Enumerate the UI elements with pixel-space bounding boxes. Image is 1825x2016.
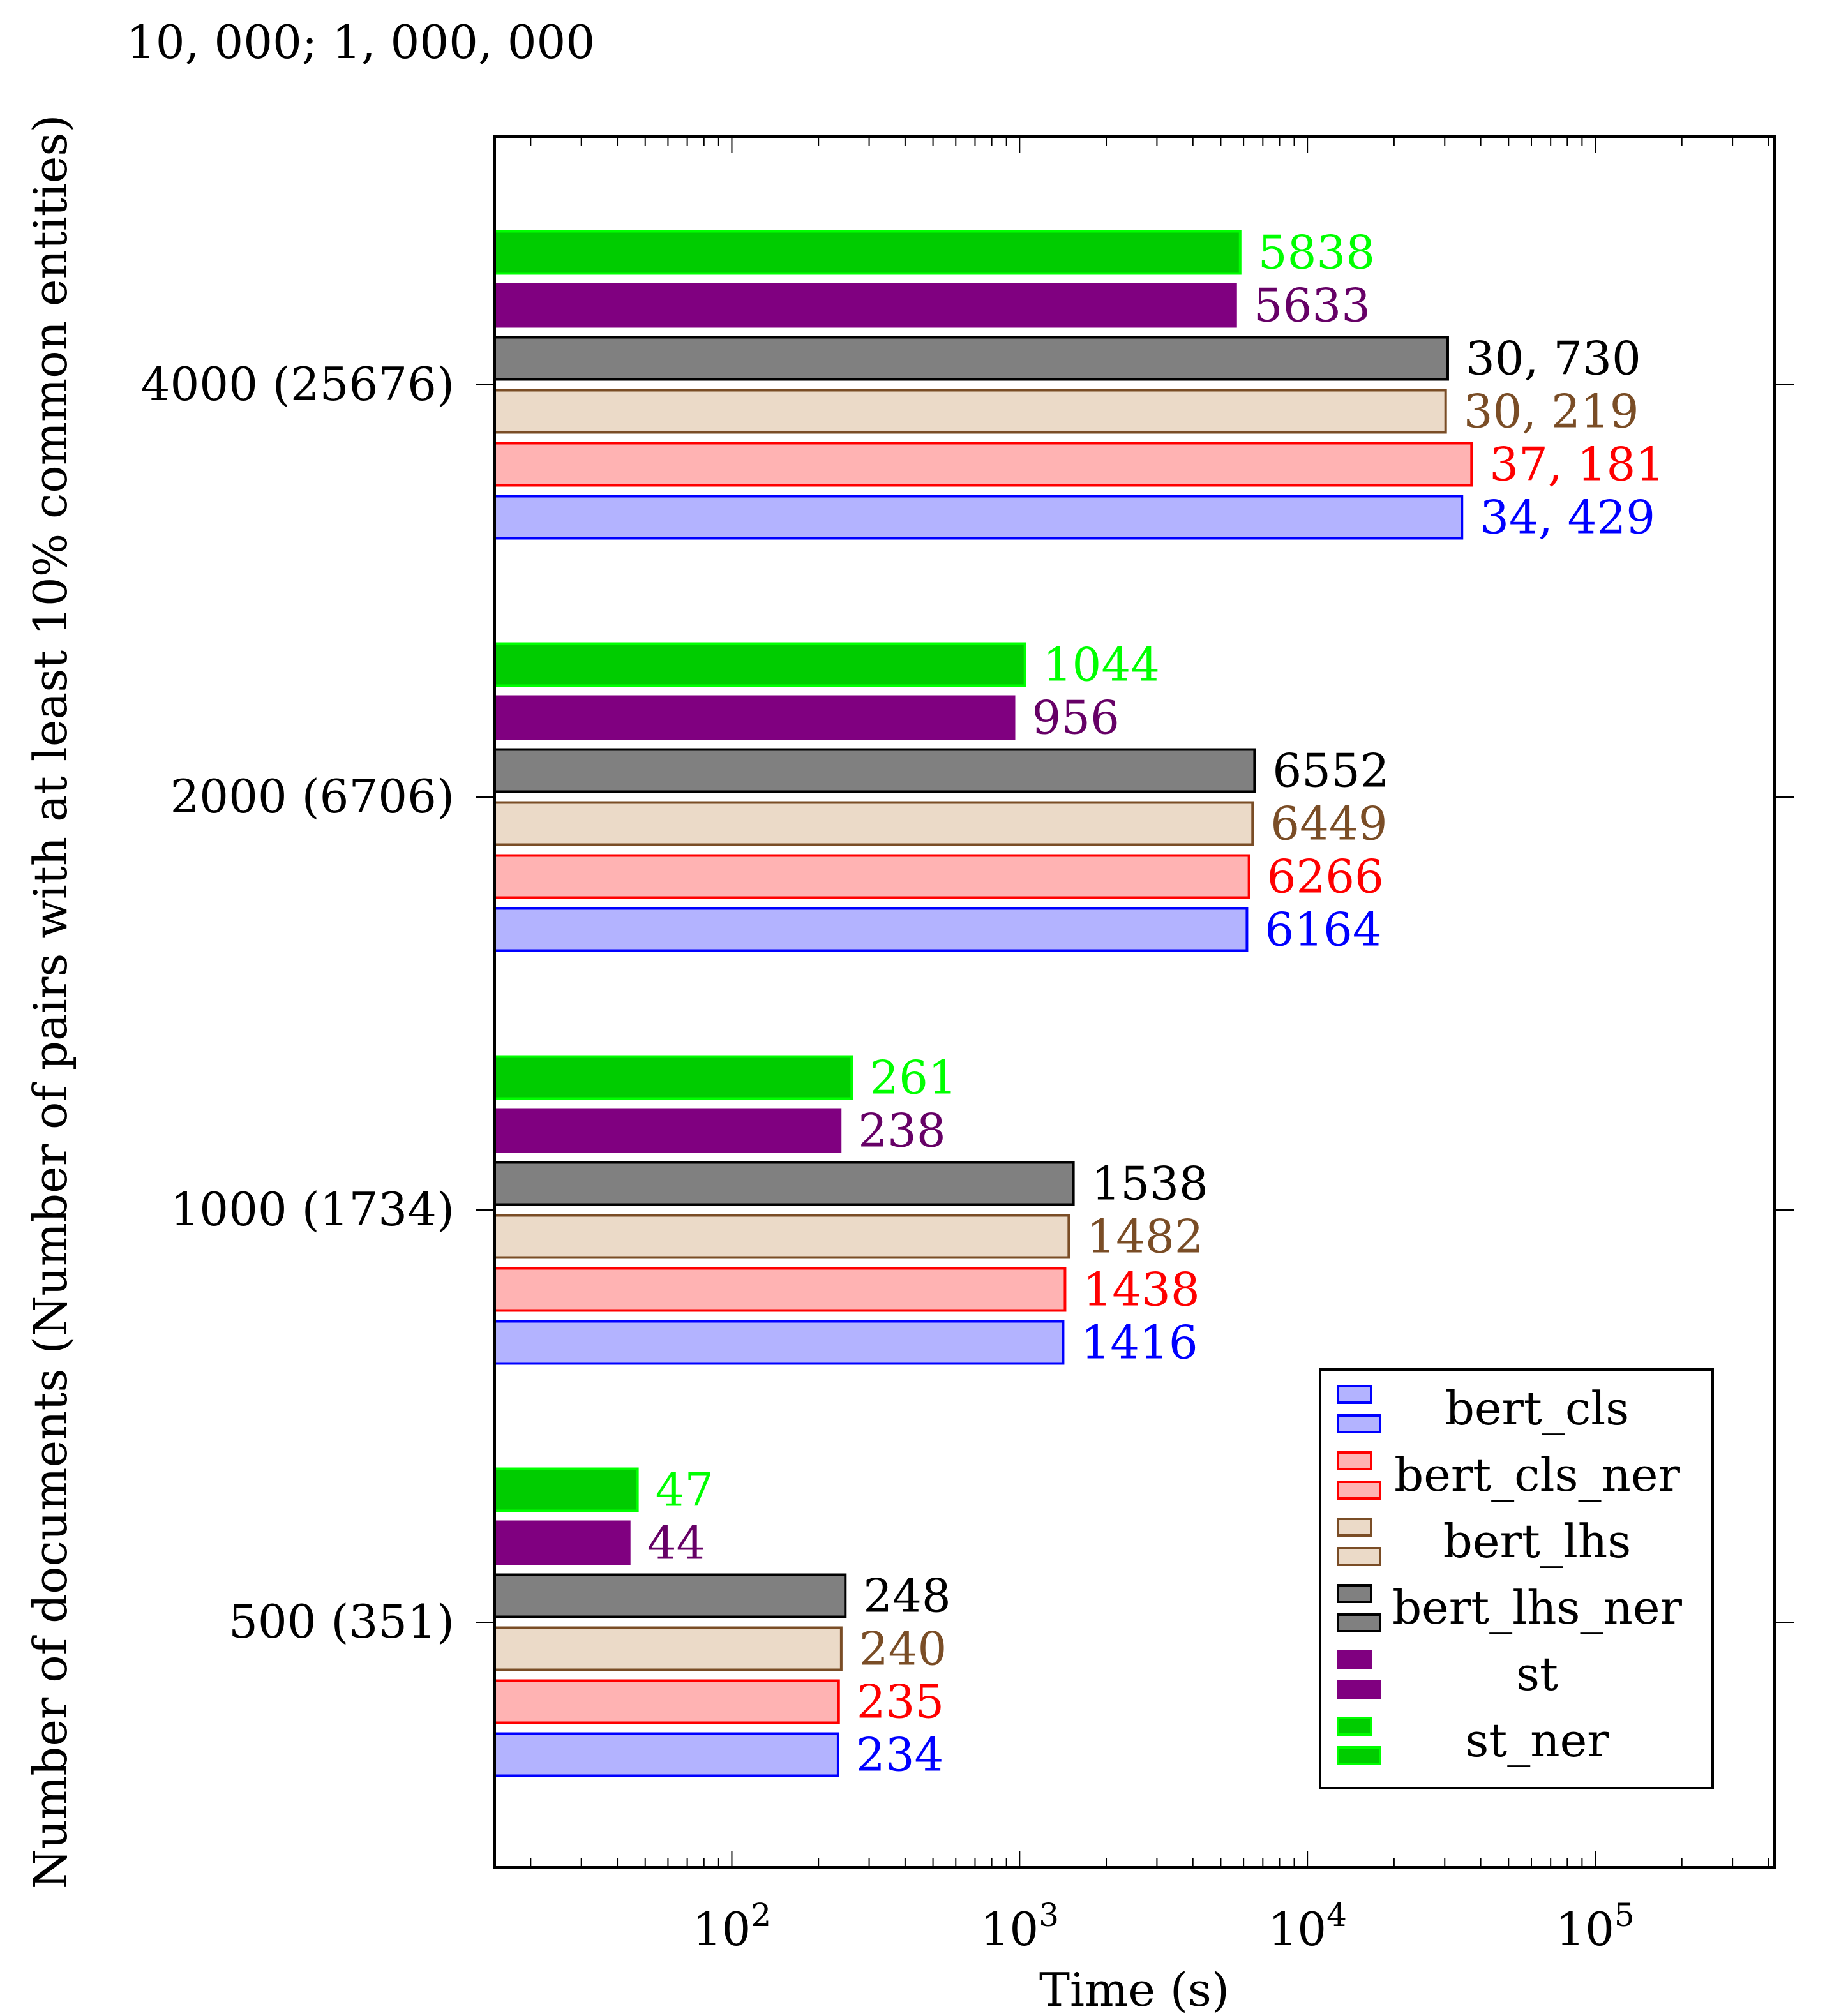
bar [493, 1267, 1067, 1312]
bar-value-label: 1482 [1086, 1210, 1203, 1264]
legend-swatch [1337, 1385, 1372, 1404]
bar [493, 1679, 840, 1724]
legend-swatch [1337, 1451, 1372, 1470]
legend: bert_cls bert_cls_ner bert_lhs bert_lhs_ner… [1319, 1368, 1714, 1789]
bar-value-label: 234 [856, 1728, 943, 1782]
bar-value-label: 30, 219 [1464, 385, 1639, 438]
bar [493, 1055, 853, 1100]
x-tick-label: 103 [980, 1897, 1059, 1956]
bar [493, 495, 1464, 540]
bar-value-label: 248 [863, 1569, 950, 1623]
legend-label: bert_cls_ner [1394, 1448, 1680, 1502]
header-note: 10, 000; 1, 000, 000 [126, 15, 596, 69]
bar-value-label: 6164 [1265, 903, 1381, 957]
bar-value-label: 6552 [1272, 744, 1389, 798]
axis-layer: 102 103 104 105 500 (351) 1000 (1734) 2000 (67… [141, 357, 1794, 1956]
bar-value-label: 5838 [1258, 226, 1375, 280]
legend-swatch [1337, 1584, 1372, 1603]
legend-swatch [1337, 1414, 1381, 1433]
legend-swatch [1337, 1613, 1381, 1632]
x-tick-label: 105 [1556, 1897, 1634, 1956]
bar [493, 442, 1473, 487]
bar [493, 642, 1026, 687]
bar [493, 1573, 847, 1618]
bar-value-label: 44 [647, 1516, 706, 1570]
bar-value-label: 6449 [1270, 797, 1387, 851]
bar [493, 1626, 843, 1671]
bar-value-label: 6266 [1267, 850, 1384, 904]
x-axis-label: Time (s) [1039, 1963, 1229, 2016]
bar [493, 748, 1256, 793]
y-tick-label: 1000 (1734) [170, 1183, 454, 1236]
bar-value-label: 5633 [1254, 279, 1371, 332]
bar [493, 1108, 842, 1153]
bar [493, 230, 1242, 275]
bar-value-label: 34, 429 [1480, 491, 1655, 544]
legend-label: st [1516, 1647, 1558, 1701]
legend-swatch [1337, 1518, 1372, 1537]
legend-swatch [1337, 1547, 1381, 1566]
bar-value-label: 30, 730 [1466, 332, 1641, 385]
y-tick-label: 2000 (6706) [170, 770, 454, 823]
legend-label: st_ner [1465, 1714, 1609, 1767]
bar [493, 283, 1237, 328]
bar [493, 1161, 1075, 1206]
legend-label: bert_lhs_ner [1392, 1581, 1682, 1634]
bar [493, 854, 1250, 899]
bar [493, 1214, 1070, 1259]
bar [493, 1320, 1065, 1365]
x-tick-label: 102 [693, 1897, 771, 1956]
x-tick-label: 104 [1268, 1897, 1346, 1956]
bar [493, 801, 1254, 846]
bar-value-label: 956 [1032, 691, 1119, 745]
bar-value-label: 1416 [1081, 1316, 1198, 1370]
legend-swatch [1337, 1680, 1381, 1699]
legend-swatch [1337, 1746, 1381, 1765]
bar-value-label: 240 [859, 1622, 947, 1676]
y-tick-label: 500 (351) [229, 1595, 454, 1648]
y-axis-label: Number of documents (Number of pairs wit… [24, 115, 77, 1890]
bar-value-label: 1438 [1083, 1263, 1199, 1317]
bar [493, 389, 1447, 434]
bar-value-label: 1044 [1043, 638, 1160, 692]
bar-value-label: 47 [656, 1463, 714, 1517]
bar [493, 1732, 839, 1777]
bar [493, 907, 1249, 952]
bar [493, 336, 1449, 381]
bar-value-label: 37, 181 [1489, 438, 1665, 491]
plot-frame [493, 135, 1776, 1869]
bar [493, 1467, 639, 1512]
legend-swatch [1337, 1717, 1372, 1736]
bar-value-label: 1538 [1092, 1157, 1208, 1211]
bar-value-label: 261 [869, 1051, 957, 1105]
bars-layer [493, 230, 1473, 1777]
bar [493, 695, 1016, 740]
legend-box [1319, 1368, 1714, 1789]
legend-label: bert_cls [1445, 1382, 1629, 1435]
bar [493, 1520, 631, 1565]
ticks-layer [530, 137, 1769, 1867]
bar-value-label: 235 [857, 1675, 944, 1729]
legend-swatch [1337, 1481, 1381, 1500]
legend-label: bert_lhs [1443, 1514, 1631, 1568]
legend-swatch [1337, 1650, 1372, 1669]
bar-value-label: 238 [858, 1104, 945, 1158]
y-tick-label: 4000 (25676) [141, 357, 454, 411]
